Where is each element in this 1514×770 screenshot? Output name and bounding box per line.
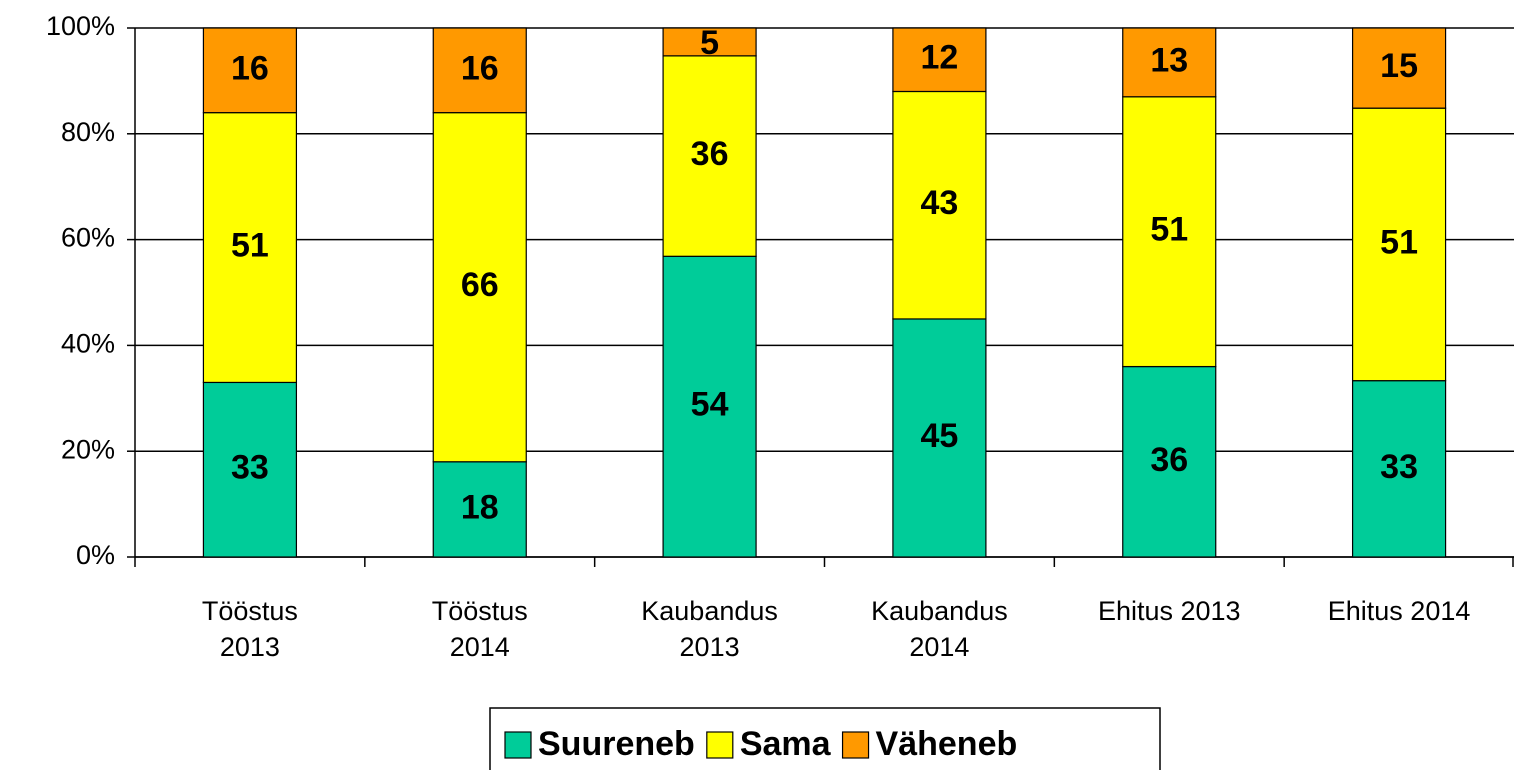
legend-label: Suureneb [538, 725, 695, 763]
bar-segment [432, 27, 527, 114]
data-label: 54 [691, 386, 729, 424]
data-label: 33 [1380, 448, 1418, 486]
data-label: 36 [1150, 441, 1188, 479]
x-tick-label: Kaubandus 2013 [641, 596, 778, 662]
y-tick-label: 0% [76, 540, 115, 570]
bar-segment [892, 27, 987, 93]
data-label: 51 [1380, 223, 1418, 261]
data-label: 12 [921, 39, 959, 77]
y-tick-label: 20% [61, 434, 115, 464]
x-tick-label: Tööstus 2013 [202, 596, 298, 662]
bar-segment [1351, 107, 1447, 382]
x-tick-label: Ehitus 2013 [1098, 596, 1241, 626]
bar-segment [202, 381, 298, 558]
bar-segment [662, 55, 757, 257]
y-tick-label: 40% [61, 329, 115, 359]
data-label: 66 [461, 266, 499, 304]
bar-segment [432, 112, 527, 463]
legend-swatch [504, 731, 532, 759]
data-label: 16 [231, 49, 269, 87]
legend-box [489, 707, 1161, 770]
bar-segment [202, 112, 298, 384]
data-label: 16 [461, 49, 499, 87]
bar-segment [1122, 96, 1217, 368]
legend-swatch [841, 731, 870, 759]
x-tick-label: Ehitus 2014 [1328, 596, 1471, 626]
data-label: 33 [231, 449, 269, 487]
legend-label: Sama [740, 725, 832, 763]
data-label: 45 [921, 417, 959, 455]
bar-segment [662, 255, 757, 558]
data-label: 13 [1150, 41, 1188, 79]
bar-segment [662, 27, 757, 57]
data-label: 51 [231, 227, 269, 265]
y-tick-label: 60% [61, 223, 115, 253]
data-label: 43 [921, 184, 959, 222]
data-label: 51 [1150, 211, 1188, 249]
data-label: 36 [691, 135, 729, 173]
y-tick-label: 80% [61, 117, 115, 147]
legend: Suureneb Sama Väheneb [489, 707, 1161, 770]
x-tick-label: Kaubandus 2014 [871, 596, 1008, 662]
data-label: 15 [1380, 47, 1418, 85]
bar-segment [1351, 27, 1447, 109]
legend-label: Väheneb [876, 725, 1018, 763]
legend-swatch [706, 731, 734, 759]
y-tick-label: 100% [46, 11, 115, 41]
data-label: 5 [700, 24, 719, 62]
x-tick-label: Tööstus 2014 [432, 596, 528, 662]
data-label: 18 [461, 488, 499, 526]
bar-segment [1122, 27, 1217, 98]
bar-segment [892, 318, 987, 558]
bar-segment [1351, 380, 1447, 558]
bar-segment [202, 27, 298, 114]
